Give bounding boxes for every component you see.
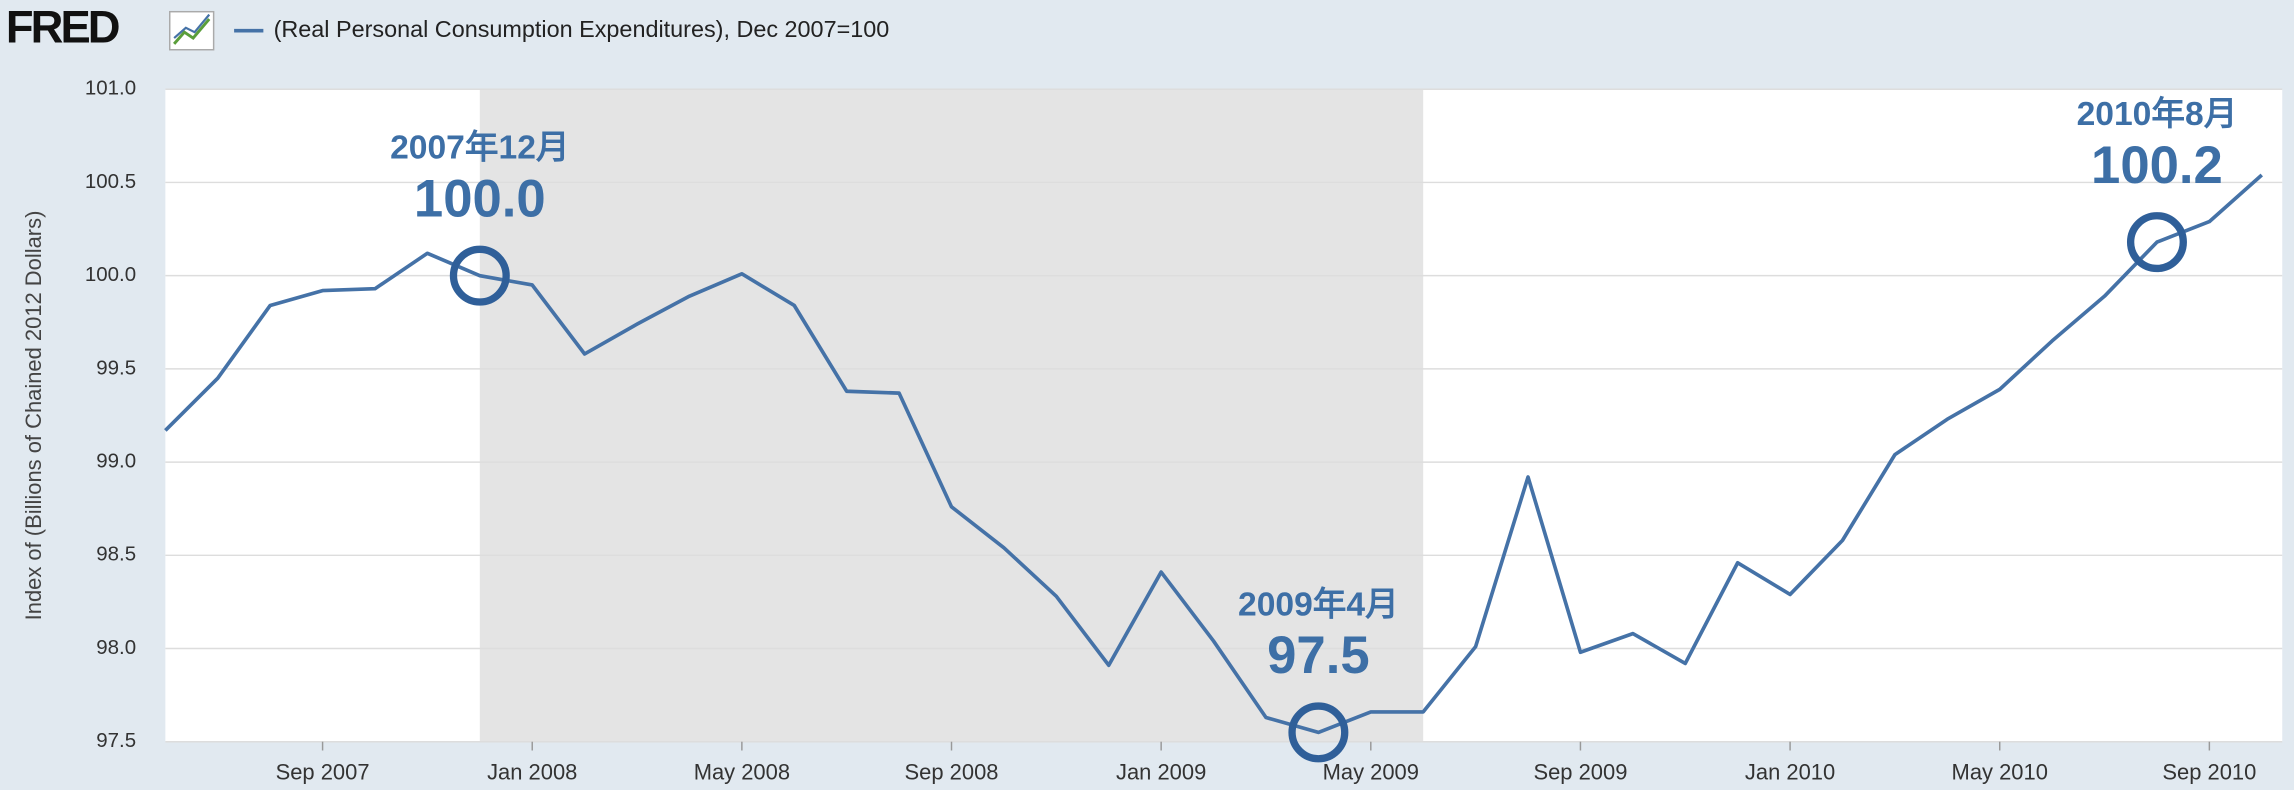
- annotation-value: 100.0: [414, 169, 546, 228]
- x-tick-label: Sep 2010: [2162, 760, 2256, 785]
- annotation-value: 97.5: [1267, 626, 1369, 685]
- x-tick-label: May 2008: [694, 760, 790, 785]
- annotation-date: 2010年8月: [2077, 95, 2238, 133]
- y-tick-label: 100.5: [85, 170, 136, 193]
- y-tick-label: 98.0: [96, 636, 136, 659]
- x-tick-label: Sep 2009: [1533, 760, 1627, 785]
- y-tick-label: 100.0: [85, 263, 136, 286]
- x-tick-label: Jan 2010: [1745, 760, 1835, 785]
- legend-label: (Real Personal Consumption Expenditures)…: [274, 16, 890, 42]
- x-tick-label: May 2010: [1952, 760, 2048, 785]
- annotation-circle: [449, 245, 510, 306]
- annotation-circle: [2126, 212, 2187, 273]
- annotation-date: 2007年12月: [390, 129, 569, 167]
- logo-icon: [169, 10, 215, 51]
- y-tick-label: 99.0: [96, 449, 136, 472]
- x-tick-label: Sep 2008: [905, 760, 999, 785]
- x-tick-label: Jan 2008: [487, 760, 577, 785]
- y-axis-label: Index of (Billions of Chained 2012 Dolla…: [21, 211, 46, 621]
- x-tick-label: Jan 2009: [1116, 760, 1206, 785]
- y-tick-label: 97.5: [96, 729, 136, 752]
- annotation-value: 100.2: [2091, 136, 2223, 195]
- y-tick-label: 98.5: [96, 543, 136, 566]
- x-tick-label: Sep 2007: [276, 760, 370, 785]
- line-series: [164, 173, 2263, 735]
- recession-shade: [479, 89, 1424, 742]
- logo: FRED: [6, 2, 119, 53]
- x-tick-label: May 2009: [1323, 760, 1419, 785]
- y-tick-label: 99.5: [96, 356, 136, 379]
- y-tick-label: 101.0: [85, 77, 136, 100]
- annotation-date: 2009年4月: [1238, 585, 1399, 623]
- annotation-circle: [1288, 702, 1349, 763]
